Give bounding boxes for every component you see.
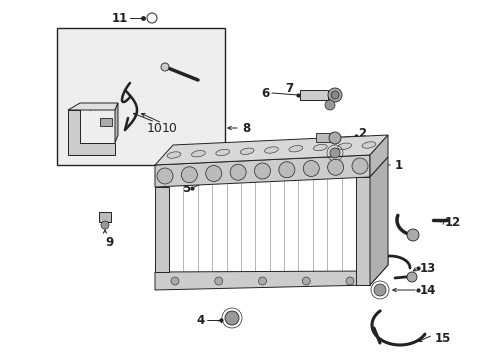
Text: 5: 5	[182, 181, 190, 194]
Polygon shape	[155, 155, 369, 187]
Text: 11: 11	[112, 12, 128, 24]
Polygon shape	[369, 135, 387, 177]
Circle shape	[406, 272, 416, 282]
Bar	[355, 177, 369, 285]
Circle shape	[328, 132, 340, 144]
Text: 2: 2	[357, 126, 366, 140]
Text: 7: 7	[285, 81, 292, 95]
Circle shape	[258, 277, 266, 285]
Text: 8: 8	[242, 122, 250, 135]
Polygon shape	[115, 103, 118, 143]
Circle shape	[101, 221, 109, 229]
Circle shape	[254, 163, 270, 179]
Ellipse shape	[167, 152, 181, 158]
Text: 4: 4	[196, 314, 204, 327]
Ellipse shape	[361, 142, 375, 148]
Polygon shape	[155, 271, 369, 290]
Circle shape	[373, 284, 385, 296]
Bar	[299, 90, 327, 100]
Text: 10: 10	[162, 122, 178, 135]
Text: 3: 3	[357, 145, 366, 158]
Circle shape	[161, 63, 169, 71]
Ellipse shape	[337, 143, 351, 149]
Circle shape	[406, 229, 418, 241]
Circle shape	[278, 162, 294, 178]
Circle shape	[181, 167, 197, 183]
Polygon shape	[369, 157, 387, 285]
Bar	[57, 28, 224, 165]
Circle shape	[205, 166, 221, 181]
Text: 10: 10	[147, 122, 163, 135]
Circle shape	[329, 148, 339, 158]
Ellipse shape	[264, 147, 278, 153]
Circle shape	[330, 91, 338, 99]
Polygon shape	[155, 135, 387, 165]
Bar	[100, 118, 112, 126]
Circle shape	[327, 88, 341, 102]
Text: 13: 13	[419, 261, 435, 274]
Text: 12: 12	[444, 216, 460, 229]
Circle shape	[171, 277, 179, 285]
Circle shape	[214, 277, 223, 285]
Bar	[155, 187, 169, 272]
Circle shape	[325, 100, 334, 110]
Polygon shape	[369, 257, 387, 285]
Circle shape	[224, 311, 239, 325]
Circle shape	[351, 158, 367, 174]
Circle shape	[230, 164, 245, 180]
Ellipse shape	[215, 149, 229, 156]
Circle shape	[157, 168, 173, 184]
Polygon shape	[68, 110, 115, 155]
Circle shape	[346, 277, 353, 285]
Circle shape	[327, 159, 343, 175]
Circle shape	[303, 161, 319, 176]
Circle shape	[302, 277, 309, 285]
Text: 6: 6	[261, 86, 269, 99]
Ellipse shape	[313, 144, 326, 151]
Ellipse shape	[240, 148, 254, 154]
Text: 9: 9	[106, 235, 114, 248]
Ellipse shape	[288, 145, 302, 152]
Polygon shape	[68, 103, 118, 110]
Text: 15: 15	[434, 332, 450, 345]
Ellipse shape	[191, 150, 205, 157]
Bar	[99, 212, 111, 222]
Text: 1: 1	[394, 158, 402, 171]
Text: 14: 14	[419, 284, 435, 297]
Bar	[315, 133, 331, 142]
